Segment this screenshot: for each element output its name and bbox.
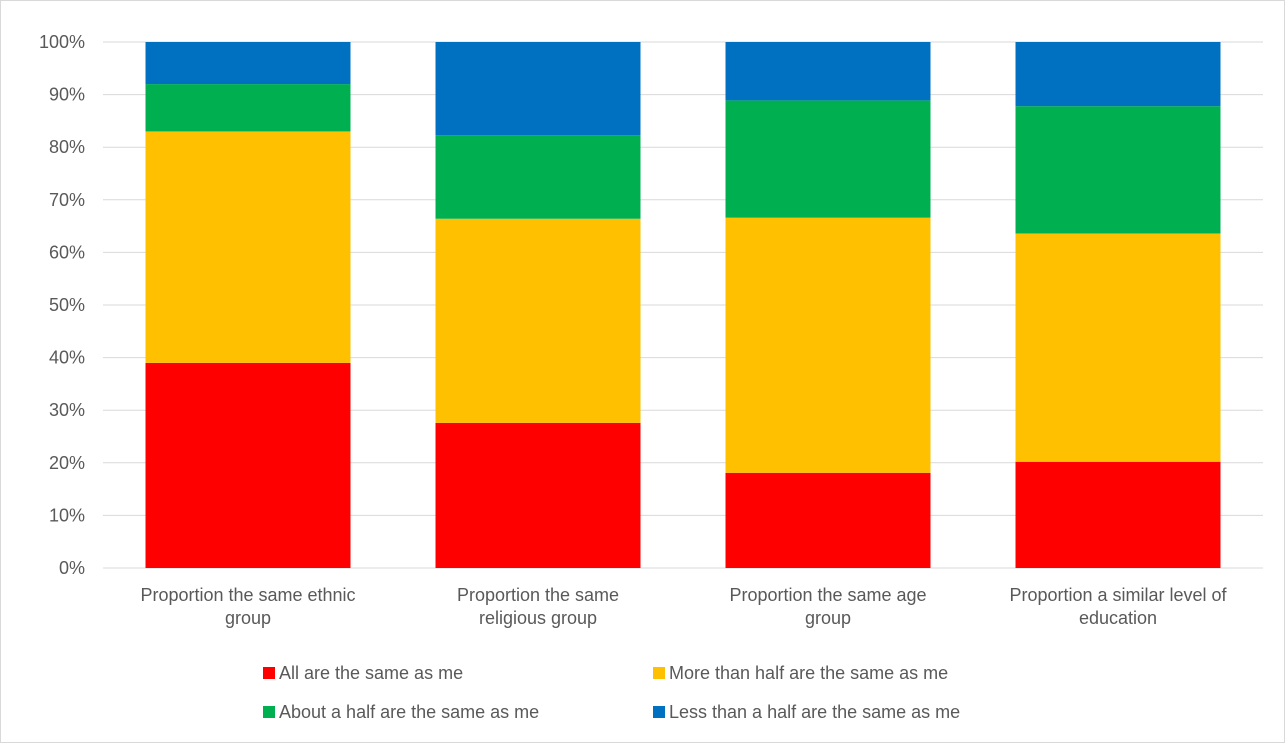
x-category-label-line: education [1079, 608, 1157, 628]
bar-segment [725, 100, 931, 218]
bar-segment [1015, 233, 1221, 462]
bar-segment [435, 42, 641, 136]
bar-segment [145, 131, 351, 363]
x-category-label: Proportion a similar level of education [1009, 585, 1227, 628]
y-tick-label: 0% [59, 558, 85, 578]
bar-segment [145, 362, 351, 568]
x-category-label-line: Proportion the same age [729, 585, 926, 605]
y-tick-label: 90% [49, 85, 85, 105]
y-tick-label: 50% [49, 295, 85, 315]
bar-segment [1015, 461, 1221, 568]
y-tick-label: 30% [49, 400, 85, 420]
legend-label: Less than a half are the same as me [669, 702, 960, 722]
legend-label: All are the same as me [279, 663, 463, 683]
y-tick-label: 70% [49, 190, 85, 210]
legend-swatch [653, 706, 665, 718]
x-category-label-line: group [805, 608, 851, 628]
bar-segment [435, 218, 641, 423]
bars [145, 42, 1221, 568]
legend-swatch [263, 667, 275, 679]
x-category-label: Proportion the same religious group [457, 585, 619, 628]
x-category-label: Proportion the same ethnic group [140, 585, 355, 628]
y-axis-tick-labels: 0% 10% 20% 30% 40% 50% 60% 70% 80% 90% 100% [39, 32, 85, 578]
bar-segment [435, 135, 641, 219]
y-tick-label: 10% [49, 505, 85, 525]
legend-swatch [653, 667, 665, 679]
bar-segment [145, 42, 351, 85]
x-category-label: Proportion the same age group [729, 585, 926, 628]
bar-segment [435, 422, 641, 568]
x-category-label-line: Proportion the same ethnic [140, 585, 355, 605]
x-category-label-line: Proportion a similar level of [1009, 585, 1227, 605]
legend-label: About a half are the same as me [279, 702, 539, 722]
y-tick-label: 60% [49, 242, 85, 262]
y-tick-label: 20% [49, 453, 85, 473]
x-category-label-line: religious group [479, 608, 597, 628]
legend: All are the same as me More than half are… [263, 663, 960, 722]
legend-swatch [263, 706, 275, 718]
bar-segment [725, 217, 931, 473]
y-tick-label: 80% [49, 137, 85, 157]
bar-segment [1015, 42, 1221, 107]
y-tick-label: 100% [39, 32, 85, 52]
bar-segment [725, 42, 931, 101]
bar-segment [725, 472, 931, 568]
x-category-label-line: group [225, 608, 271, 628]
x-axis-category-labels: Proportion the same ethnic groupProportio… [140, 585, 1227, 628]
bar-segment [145, 84, 351, 132]
legend-label: More than half are the same as me [669, 663, 948, 683]
bar-segment [1015, 106, 1221, 234]
x-category-label-line: Proportion the same [457, 585, 619, 605]
y-tick-label: 40% [49, 348, 85, 368]
